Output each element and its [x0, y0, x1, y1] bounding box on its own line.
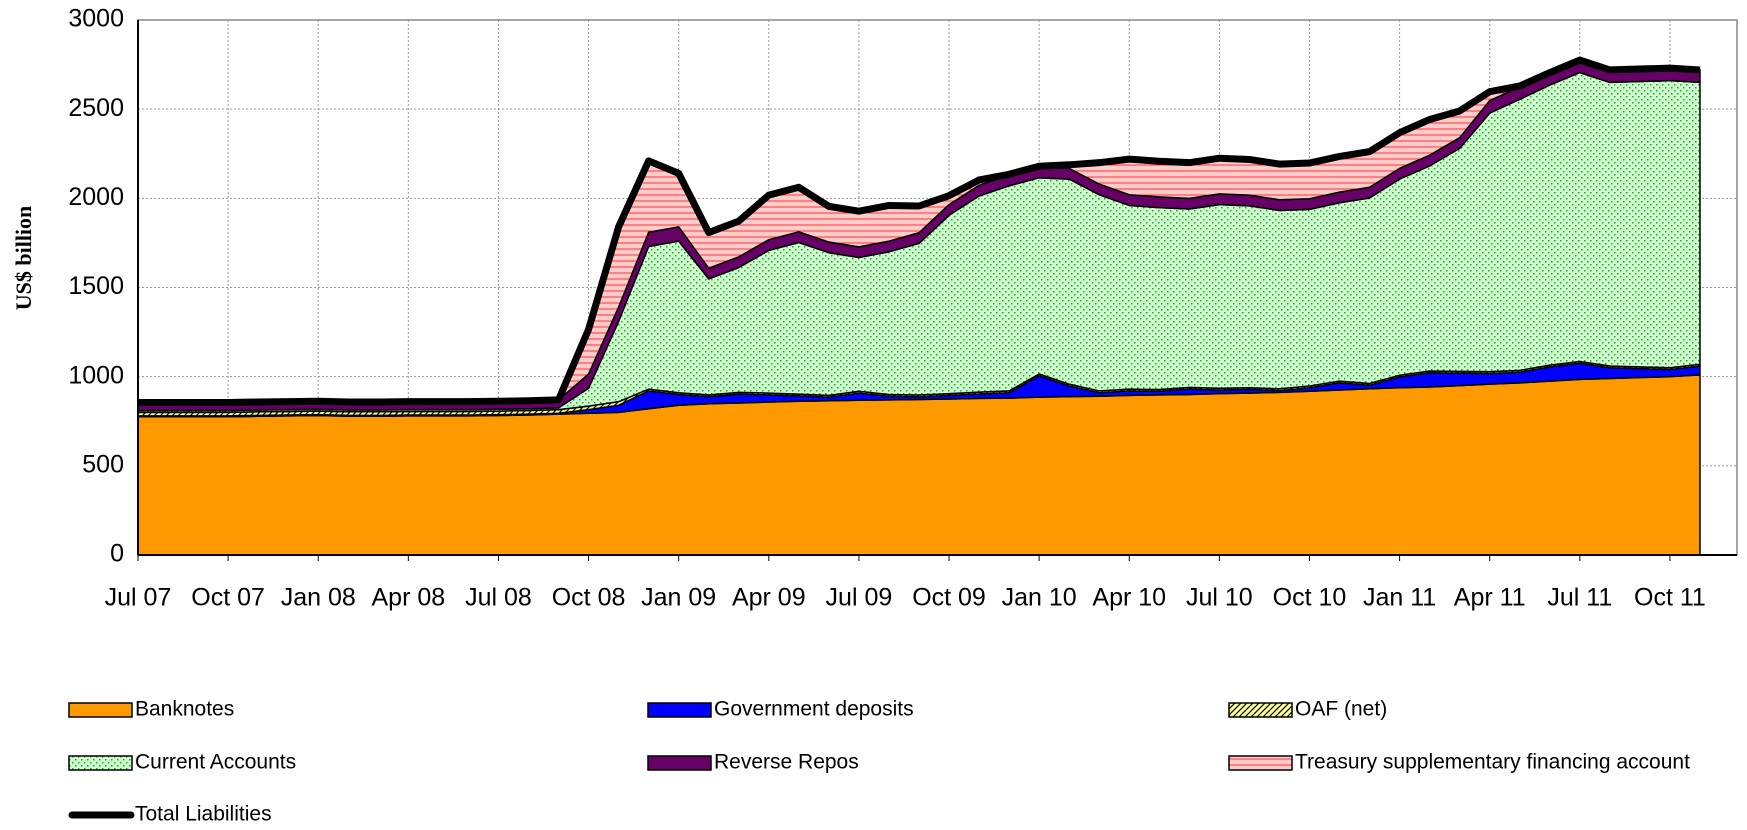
x-tick-label: Oct 10 — [1273, 584, 1347, 612]
total-line — [138, 56, 1701, 407]
x-tick-label: Jan 11 — [1363, 584, 1436, 612]
x-tick-label: Oct 08 — [552, 584, 626, 612]
legend-label: Reverse Repos — [714, 751, 859, 774]
y-tick-label: 500 — [82, 450, 124, 478]
y-axis-title: US$ billion — [11, 206, 36, 311]
x-tick-label: Jan 08 — [281, 584, 356, 612]
x-tick-label: Jan 10 — [1002, 584, 1077, 612]
x-tick-label: Jan 09 — [641, 584, 716, 612]
y-tick-label: 3000 — [68, 5, 124, 33]
legend-label: Treasury supplementary financing account — [1295, 751, 1690, 774]
y-tick-label: 0 — [110, 540, 124, 568]
x-tick-label: Apr 10 — [1092, 584, 1166, 612]
legend-swatch — [68, 702, 133, 718]
y-tick-label: 1500 — [68, 272, 124, 300]
x-tick-label: Oct 11 — [1634, 584, 1706, 612]
legend-label: OAF (net) — [1295, 698, 1387, 721]
legend-label: Government deposits — [714, 698, 914, 721]
legend-swatch — [1228, 755, 1293, 771]
x-tick-label: Oct 09 — [912, 584, 986, 612]
x-tick-label: Jul 07 — [105, 584, 172, 612]
y-tick-label: 2000 — [68, 183, 124, 211]
x-tick-label: Apr 08 — [372, 584, 446, 612]
x-tick-label: Jul 11 — [1547, 584, 1612, 612]
x-tick-label: Apr 09 — [732, 584, 806, 612]
x-tick-label: Jul 08 — [465, 584, 532, 612]
y-tick-label: 1000 — [68, 361, 124, 389]
legend-swatch — [68, 755, 133, 771]
y-tick-label: 2500 — [68, 94, 124, 122]
legend-label: Total Liabilities — [135, 803, 272, 826]
legend-swatch — [647, 755, 712, 771]
legend-swatch — [1228, 702, 1293, 718]
x-tick-label: Apr 11 — [1454, 584, 1526, 612]
x-tick-label: Oct 07 — [191, 584, 265, 612]
legend-label: Banknotes — [135, 698, 234, 721]
legend-swatch — [647, 702, 712, 718]
x-tick-label: Jul 10 — [1186, 584, 1253, 612]
x-tick-label: Jul 09 — [826, 584, 893, 612]
legend-label: Current Accounts — [135, 751, 296, 774]
